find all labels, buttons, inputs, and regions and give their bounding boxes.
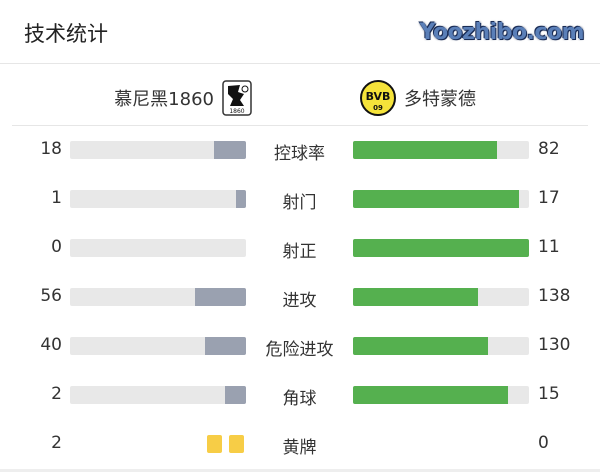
away-value: 130 [538,335,571,355]
away-bar-fill [353,141,498,159]
home-bar-track [70,239,246,257]
away-team: BVB 09 多特蒙德 [360,80,476,116]
away-bar-fill [353,337,488,355]
away-value: 0 [538,433,549,453]
stat-label: 角球 [282,389,317,409]
stat-row-yellow-cards: 2 黄牌 0 [0,429,600,459]
home-bar-track [70,141,246,159]
divider [0,63,600,64]
stat-label: 射正 [282,242,317,262]
away-bar-track [353,239,529,257]
home-value: 56 [40,286,62,306]
home-bar-fill [195,288,246,306]
stat-label: 进攻 [282,291,317,311]
away-value: 82 [538,139,560,159]
away-bar-fill [353,239,529,257]
svg-text:BVB: BVB [366,90,391,103]
stat-label: 控球率 [274,144,325,164]
away-bar-track [353,141,529,159]
away-value: 15 [538,384,560,404]
stat-row: 18 控球率 82 [0,135,600,165]
stat-label: 黄牌 [282,438,317,458]
tsv-1860-logo-icon: 1860 [222,80,252,116]
away-bar-fill [353,386,509,404]
svg-text:09: 09 [373,104,383,112]
away-bar-fill [353,190,520,208]
away-team-name: 多特蒙德 [404,89,476,110]
away-value: 138 [538,286,571,306]
home-yellow-cards [207,435,244,453]
away-value: 11 [538,237,560,257]
divider [0,469,600,472]
stat-row: 1 射门 17 [0,184,600,214]
stat-row: 40 危险进攻 130 [0,331,600,361]
home-bar-fill [214,141,246,159]
away-bar-track [353,386,529,404]
watermark-logo: Yoozhibo.com [419,20,585,45]
home-bar-track [70,337,246,355]
divider [12,125,588,126]
away-bar-track [353,288,529,306]
home-team-name: 慕尼黑1860 [114,89,214,110]
away-value: 17 [538,188,560,208]
stat-label: 射门 [282,193,317,213]
stat-row: 56 进攻 138 [0,282,600,312]
stat-row: 2 角球 15 [0,380,600,410]
home-value: 18 [40,139,62,159]
away-bar-track [353,337,529,355]
stat-row: 0 射正 11 [0,233,600,263]
stat-label: 危险进攻 [265,340,334,360]
away-bar-fill [353,288,479,306]
yellow-card-icon [229,435,244,453]
home-bar-fill [225,386,246,404]
home-bar-fill [236,190,246,208]
home-value: 1 [51,188,62,208]
home-bar-track [70,190,246,208]
home-team: 慕尼黑1860 1860 [114,80,260,116]
away-bar-track [353,190,529,208]
home-bar-track [70,288,246,306]
home-value: 2 [51,384,62,404]
home-value: 2 [51,433,62,453]
home-value: 0 [51,237,62,257]
svg-text:1860: 1860 [229,108,244,115]
page-title: 技术统计 [24,22,108,46]
home-value: 40 [40,335,62,355]
home-bar-track [70,386,246,404]
yellow-card-icon [207,435,222,453]
home-bar-fill [204,337,246,355]
